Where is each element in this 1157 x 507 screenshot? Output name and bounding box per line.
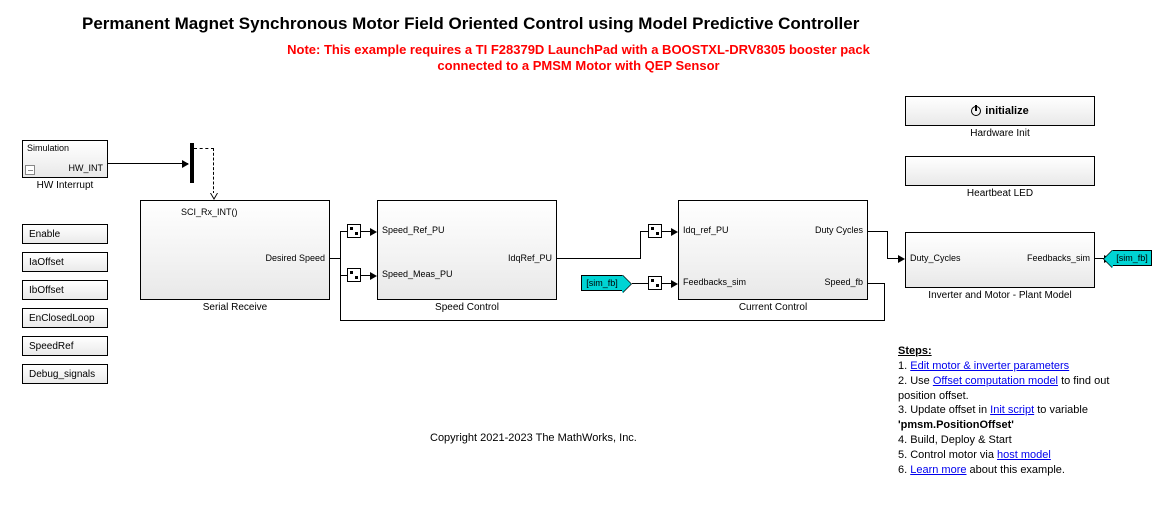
serial-receive-fn: SCI_Rx_INT(): [181, 207, 238, 217]
copyright-text: Copyright 2021-2023 The MathWorks, Inc.: [430, 432, 637, 444]
note-line-2: connected to a PMSM Motor with QEP Senso…: [0, 58, 1157, 73]
wire: [340, 258, 341, 320]
steps-heading: Steps:: [898, 344, 1138, 359]
speedref-block[interactable]: SpeedRef: [22, 336, 108, 356]
power-icon: [971, 106, 981, 116]
wire: [340, 320, 885, 321]
iaoffset-block[interactable]: IaOffset: [22, 252, 108, 272]
idqref-port: IdqRef_PU: [508, 253, 552, 263]
offset-model-link[interactable]: Offset computation model: [933, 375, 1058, 387]
host-model-link[interactable]: host model: [997, 449, 1051, 461]
wire: [557, 258, 641, 259]
speed-control-caption: Speed Control: [377, 302, 557, 313]
iaoffset-label: IaOffset: [29, 257, 64, 268]
note-line-1: Note: This example requires a TI F28379D…: [0, 42, 1157, 57]
block-badge-icon: [25, 165, 35, 175]
arrow-icon: [370, 272, 377, 280]
plant-block[interactable]: Duty_Cycles Feedbacks_sim: [905, 232, 1095, 288]
step-2: 2. Use Offset computation model to find …: [898, 374, 1138, 404]
speed-meas-port: Speed_Meas_PU: [382, 269, 453, 279]
enclosedloop-label: EnClosedLoop: [29, 313, 95, 324]
rate-transition-icon[interactable]: [648, 224, 662, 238]
feedbacks-sim-port: Feedbacks_sim: [683, 277, 746, 287]
wire: [887, 231, 888, 258]
plant-out-port: Feedbacks_sim: [1027, 253, 1090, 263]
wire: [108, 163, 188, 164]
wire-dashed: [194, 148, 214, 149]
hw-int-caption: HW Interrupt: [22, 180, 108, 191]
step-4: 4. Build, Deploy & Start: [898, 433, 1138, 448]
plant-in-port: Duty_Cycles: [910, 253, 961, 263]
debug-signals-block[interactable]: Debug_signals: [22, 364, 108, 384]
wire: [340, 275, 347, 276]
speed-control-block[interactable]: Speed_Ref_PU Speed_Meas_PU IdqRef_PU: [377, 200, 557, 300]
wire-dashed: [213, 148, 214, 194]
speedref-label: SpeedRef: [29, 341, 73, 352]
iboffset-label: IbOffset: [29, 285, 64, 296]
page-title: Permanent Magnet Synchronous Motor Field…: [82, 14, 859, 34]
arrow-icon: [370, 228, 377, 236]
goto-tag-label: [sim_fb]: [1116, 253, 1148, 263]
debug-signals-label: Debug_signals: [29, 369, 95, 380]
wire: [640, 231, 641, 259]
hw-int-top-label: Simulation: [27, 143, 69, 153]
hw-init-caption: Hardware Init: [905, 128, 1095, 139]
speed-ref-port: Speed_Ref_PU: [382, 225, 445, 235]
serial-receive-block[interactable]: SCI_Rx_INT() Desired Speed: [140, 200, 330, 300]
from-tag-sim-fb[interactable]: [sim_fb]: [581, 275, 623, 291]
wire: [340, 231, 347, 232]
bus-selector[interactable]: [190, 143, 194, 183]
hardware-init-block[interactable]: initialize: [905, 96, 1095, 126]
step-1: 1. Edit motor & inverter parameters: [898, 359, 1138, 374]
heartbeat-led-block[interactable]: [905, 156, 1095, 186]
current-control-caption: Current Control: [678, 302, 868, 313]
heartbeat-caption: Heartbeat LED: [905, 188, 1095, 199]
learn-more-link[interactable]: Learn more: [910, 464, 966, 476]
duty-cycles-port: Duty Cycles: [815, 225, 863, 235]
goto-tag-sim-fb[interactable]: [sim_fb]: [1112, 250, 1152, 266]
rate-transition-icon[interactable]: [347, 268, 361, 282]
arrow-icon: [182, 160, 189, 168]
iboffset-block[interactable]: IbOffset: [22, 280, 108, 300]
plant-caption: Inverter and Motor - Plant Model: [905, 290, 1095, 301]
speed-fb-port: Speed_fb: [824, 277, 863, 287]
arrow-icon: [898, 255, 905, 263]
rate-transition-icon[interactable]: [648, 276, 662, 290]
step-5: 5. Control motor via host model: [898, 448, 1138, 463]
hw-int-port: HW_INT: [69, 163, 104, 173]
step-6: 6. Learn more about this example.: [898, 463, 1138, 478]
init-script-link[interactable]: Init script: [990, 404, 1034, 416]
arrow-icon: [671, 228, 678, 236]
enclosedloop-block[interactable]: EnClosedLoop: [22, 308, 108, 328]
serial-receive-out: Desired Speed: [265, 253, 325, 263]
enable-block[interactable]: Enable: [22, 224, 108, 244]
wire: [868, 231, 888, 232]
enable-label: Enable: [29, 229, 60, 240]
wire: [330, 258, 340, 259]
rate-transition-icon[interactable]: [347, 224, 361, 238]
wire: [884, 283, 885, 321]
from-tag-label: [sim_fb]: [586, 278, 618, 288]
arrow-icon: [671, 280, 678, 288]
hw-init-label: initialize: [985, 105, 1028, 117]
step-3: 3. Update offset in Init script to varia…: [898, 403, 1138, 433]
edit-params-link[interactable]: Edit motor & inverter parameters: [910, 360, 1069, 372]
wire: [632, 283, 648, 284]
steps-annotation: Steps: 1. Edit motor & inverter paramete…: [898, 344, 1138, 478]
serial-receive-caption: Serial Receive: [140, 302, 330, 313]
idq-ref-port: Idq_ref_PU: [683, 225, 729, 235]
wire: [340, 231, 341, 259]
hw-interrupt-block[interactable]: Simulation HW_INT: [22, 140, 108, 178]
wire: [640, 231, 648, 232]
current-control-block[interactable]: Idq_ref_PU Feedbacks_sim Duty Cycles Spe…: [678, 200, 868, 300]
wire: [868, 283, 885, 284]
arrow-open-icon: [210, 193, 218, 200]
